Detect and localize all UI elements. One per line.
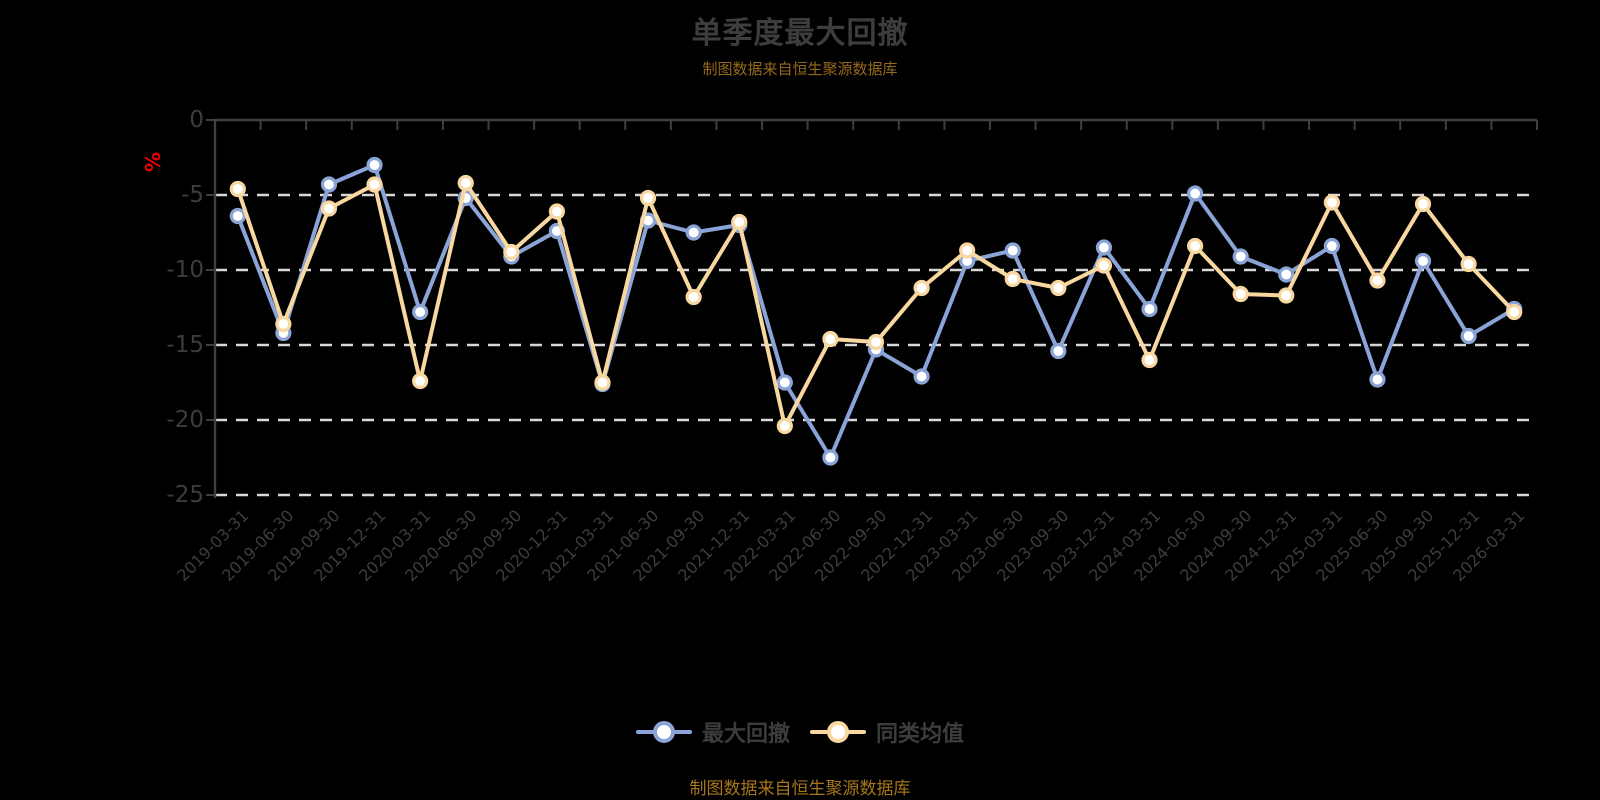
line-circle-marker-icon [810, 719, 866, 745]
legend-item-category-average[interactable]: 同类均值 [810, 716, 964, 748]
legend-label: 同类均值 [876, 722, 965, 747]
chart-subtitle: 制图数据来自恒生聚源数据库 [702, 60, 898, 78]
chart-title: 单季度最大回撤 [691, 16, 909, 51]
line-circle-marker-icon [635, 719, 692, 745]
y-axis-tick-label: 0 [189, 107, 204, 133]
data-source-note: 制图数据来自恒生聚源数据库 [689, 779, 911, 799]
y-axis-tick-label: -20 [166, 407, 204, 433]
y-axis-tick-label: -25 [166, 482, 204, 508]
y-axis-tick-label: -10 [166, 257, 204, 283]
legend-label: 最大回撤 [701, 722, 790, 747]
legend: 最大回撤 同类均值 [0, 716, 1600, 748]
y-axis-tick-label: -15 [166, 332, 204, 358]
series-category-average[interactable] [229, 174, 1523, 435]
y-axis-tick-label: -5 [181, 182, 204, 208]
legend-item-max-drawdown[interactable]: 最大回撤 [635, 716, 790, 748]
